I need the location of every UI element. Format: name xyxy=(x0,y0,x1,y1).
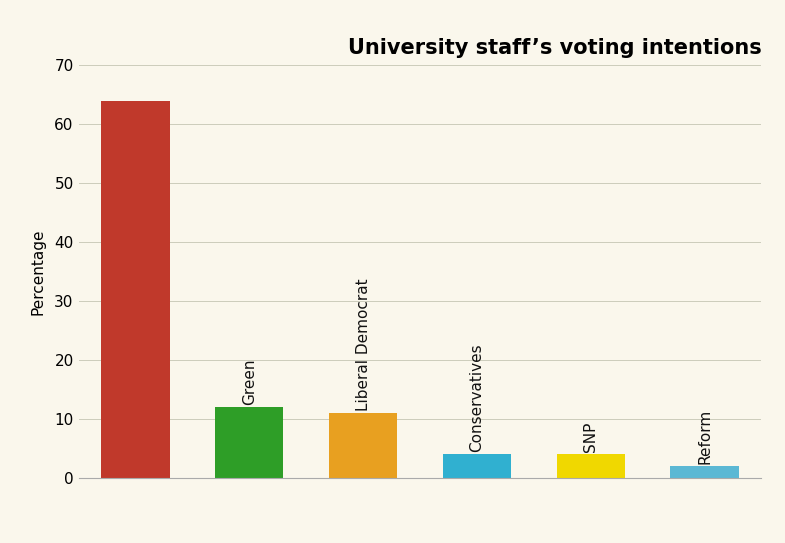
Y-axis label: Percentage: Percentage xyxy=(31,228,46,315)
Bar xyxy=(443,454,511,478)
Text: Labour: Labour xyxy=(128,282,143,334)
Text: Green: Green xyxy=(242,358,257,405)
Bar xyxy=(670,466,739,478)
Text: SNP: SNP xyxy=(583,421,598,452)
Bar xyxy=(557,454,625,478)
Text: Conservatives: Conservatives xyxy=(469,343,484,452)
Bar xyxy=(329,413,397,478)
Text: Liberal Democrat: Liberal Democrat xyxy=(356,278,371,411)
Bar xyxy=(215,407,283,478)
Bar xyxy=(101,100,170,478)
Text: University staff’s voting intentions: University staff’s voting intentions xyxy=(348,38,761,58)
Text: Reform: Reform xyxy=(697,408,712,464)
